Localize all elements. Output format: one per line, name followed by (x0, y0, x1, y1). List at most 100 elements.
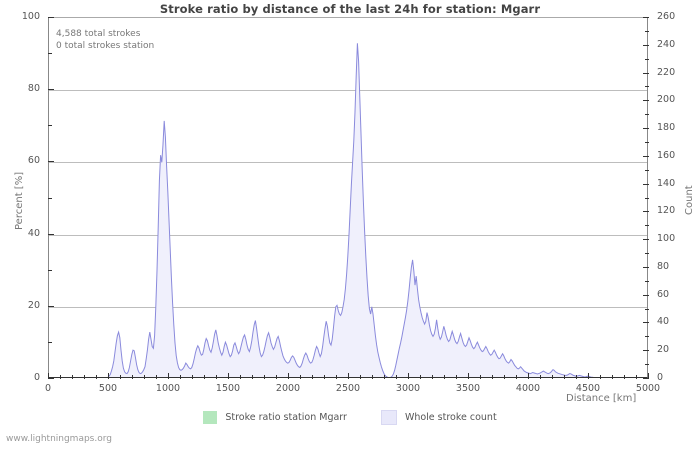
plot-area (48, 17, 648, 378)
bottom-tick-label: 3500 (455, 383, 481, 394)
bottom-tick-mark (48, 373, 49, 379)
bottom-tick-mark (168, 373, 169, 379)
right-tick-mark (643, 72, 649, 74)
right-minor-tick-mark (645, 364, 649, 366)
bottom-minor-tick-mark (312, 375, 313, 379)
right-minor-tick-mark (645, 114, 649, 116)
bottom-tick-label: 3000 (395, 383, 421, 394)
bottom-minor-tick-mark (300, 375, 301, 379)
bottom-minor-tick-mark (144, 375, 145, 379)
bottom-minor-tick-mark (552, 375, 553, 379)
bottom-minor-tick-mark (60, 375, 61, 379)
bottom-tick-mark (108, 373, 109, 379)
bottom-minor-tick-mark (480, 375, 481, 379)
bottom-tick-label: 500 (98, 383, 118, 394)
bottom-tick-mark (528, 373, 529, 379)
legend-swatch-icon (380, 410, 397, 425)
left-minor-tick-mark (48, 125, 52, 127)
bottom-tick-label: 4500 (575, 383, 601, 394)
right-tick-label: 60 (657, 288, 670, 300)
left-tick-mark (48, 161, 54, 163)
bottom-tick-mark (408, 373, 409, 379)
left-tick-label: 40 (27, 227, 40, 239)
bottom-minor-tick-mark (336, 375, 337, 379)
right-minor-tick-mark (645, 308, 649, 310)
chart-title: Stroke ratio by distance of the last 24h… (159, 2, 541, 16)
right-tick-label: 220 (657, 66, 676, 78)
bottom-tick-mark (468, 373, 469, 379)
bottom-minor-tick-mark (96, 375, 97, 379)
right-tick-mark (643, 17, 649, 18)
right-tick-label: 140 (657, 177, 676, 189)
right-minor-tick-mark (645, 30, 649, 32)
right-tick-mark (643, 183, 649, 185)
bottom-minor-tick-mark (600, 375, 601, 379)
bottom-minor-tick-mark (456, 375, 457, 379)
right-tick-label: 240 (657, 38, 676, 50)
bottom-minor-tick-mark (624, 375, 625, 379)
left-tick-label: 100 (21, 11, 40, 22)
bottom-minor-tick-mark (432, 375, 433, 379)
left-tick-label: 60 (27, 155, 40, 167)
legend-swatch-icon (203, 411, 218, 424)
left-minor-tick-mark (48, 197, 52, 199)
right-tick-label: 0 (657, 372, 664, 383)
bottom-minor-tick-mark (132, 375, 133, 379)
right-tick-mark (643, 44, 649, 46)
bottom-minor-tick-mark (492, 375, 493, 379)
bottom-minor-tick-mark (204, 375, 205, 379)
gridline (49, 162, 647, 164)
bottom-tick-label: 2500 (335, 383, 361, 394)
bottom-minor-tick-mark (240, 375, 241, 379)
bottom-tick-label: 0 (44, 383, 52, 394)
legend-item-whole-stroke-count[interactable]: Whole stroke count (380, 410, 497, 425)
bottom-tick-mark (588, 373, 589, 379)
right-tick-label: 100 (657, 233, 676, 245)
bottom-minor-tick-mark (612, 375, 613, 379)
bottom-minor-tick-mark (264, 375, 265, 379)
bottom-minor-tick-mark (396, 375, 397, 379)
right-tick-label: 120 (657, 205, 676, 217)
left-tick-label: 20 (27, 299, 40, 311)
bottom-axis-title: Distance [km] (566, 393, 637, 404)
right-tick-label: 200 (657, 94, 676, 106)
bottom-tick-label: 2000 (275, 383, 301, 394)
right-tick-label: 160 (657, 149, 676, 161)
bottom-minor-tick-mark (324, 375, 325, 379)
left-minor-tick-mark (48, 341, 52, 343)
bottom-minor-tick-mark (576, 375, 577, 379)
bottom-tick-mark (288, 373, 289, 379)
right-axis-title: Count (684, 185, 695, 215)
bottom-minor-tick-mark (192, 375, 193, 379)
bottom-minor-tick-mark (504, 375, 505, 379)
bottom-tick-mark (348, 373, 349, 379)
whole-stroke-count-series (107, 43, 594, 377)
bottom-minor-tick-mark (180, 375, 181, 379)
gridline (49, 234, 647, 236)
bottom-minor-tick-mark (84, 375, 85, 379)
left-tick-mark (48, 233, 54, 235)
bottom-tick-label: 1500 (215, 383, 241, 394)
bottom-minor-tick-mark (636, 375, 637, 379)
bottom-minor-tick-mark (444, 375, 445, 379)
left-tick-label: 80 (27, 83, 40, 95)
right-tick-mark (643, 100, 649, 102)
bottom-minor-tick-mark (156, 375, 157, 379)
bottom-minor-tick-mark (516, 375, 517, 379)
bottom-minor-tick-mark (564, 375, 565, 379)
right-tick-label: 40 (657, 316, 670, 328)
right-tick-mark (643, 155, 649, 157)
left-minor-tick-mark (48, 53, 52, 55)
bottom-minor-tick-mark (372, 375, 373, 379)
bottom-minor-tick-mark (216, 375, 217, 379)
legend-item-stroke-ratio[interactable]: Stroke ratio station Mgarr (203, 411, 347, 424)
right-tick-mark (643, 350, 649, 352)
bottom-tick-label: 1000 (155, 383, 181, 394)
right-minor-tick-mark (645, 197, 649, 199)
right-tick-mark (643, 266, 649, 268)
gridline (49, 90, 647, 92)
right-tick-mark (643, 128, 649, 130)
bottom-minor-tick-mark (252, 375, 253, 379)
left-tick-mark (48, 17, 54, 18)
